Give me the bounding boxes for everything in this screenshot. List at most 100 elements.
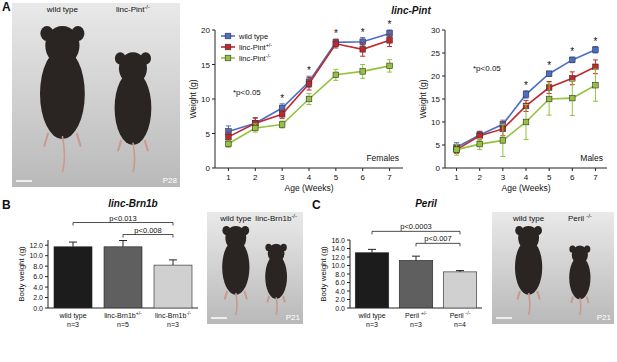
y-tick — [347, 299, 350, 300]
mouse-ear — [115, 52, 126, 64]
error-cap — [454, 144, 459, 145]
x-tick-label: linc-Brn1b-/- — [155, 310, 192, 319]
series-line — [228, 40, 389, 137]
x-tick-label: 6 — [360, 173, 365, 182]
mouse-tail — [579, 298, 582, 315]
mouse-ear — [534, 226, 542, 235]
chart-title: linc-Brn1b — [108, 198, 157, 209]
mouse-foot — [225, 291, 227, 299]
mouse-body — [265, 255, 287, 299]
error-cap — [69, 242, 77, 243]
error-cap — [333, 47, 338, 48]
mouse-ear — [584, 246, 590, 253]
x-tick-label: 2 — [477, 173, 482, 182]
y-tick-label: 6.0 — [33, 273, 43, 280]
error-cap — [280, 110, 285, 111]
panel-letter: B — [2, 198, 11, 212]
scale-bar — [16, 180, 32, 182]
error-bar — [173, 260, 174, 265]
p-value: p<0.0003 — [400, 222, 432, 231]
error-cap — [333, 39, 338, 40]
y-tick — [45, 245, 48, 246]
mouse-body — [569, 256, 590, 299]
photo: wild typePeril -/-P21 — [492, 212, 614, 324]
marker — [523, 92, 529, 98]
y-axis-label: Weight (g) — [188, 79, 198, 118]
superscript: -/- — [466, 310, 471, 316]
y-tick — [45, 297, 48, 298]
x-tick-label: 5 — [334, 173, 339, 182]
bar — [443, 272, 476, 308]
series-line — [457, 85, 596, 149]
error-cap — [387, 59, 392, 60]
y-tick — [347, 240, 350, 241]
photo-label: wild type — [512, 214, 545, 223]
y-tick — [347, 265, 350, 266]
y-tick — [45, 266, 48, 267]
marker — [546, 96, 552, 102]
group-size: n=4 — [454, 321, 466, 328]
mouse-ear — [265, 244, 271, 251]
superscript: +/- — [421, 310, 427, 316]
marker — [593, 82, 599, 88]
y-tick-label: 30 — [431, 26, 440, 35]
marker — [279, 105, 285, 111]
error-cap — [387, 46, 392, 47]
y-tick-label: 0.0 — [335, 305, 345, 312]
superscript: +/- — [266, 42, 273, 48]
annotation: *p<0.05 — [473, 64, 501, 73]
legend-label: linc-Pint-/- — [239, 53, 271, 63]
y-tick-label: 12.0 — [331, 254, 345, 261]
y-tick-label: 5 — [206, 130, 211, 139]
x-tick-label: 4 — [307, 173, 312, 182]
significance-star: * — [280, 93, 284, 104]
error-cap — [570, 71, 575, 72]
error-cap — [280, 118, 285, 119]
x-tick — [309, 168, 310, 171]
bar-chart: 0.02.04.06.08.010.012.0Body weight (g)wi… — [17, 198, 198, 328]
error-bar — [123, 241, 124, 247]
scale-bar — [496, 317, 512, 319]
x-tick-label: Peril -/- — [450, 310, 471, 319]
x-tick — [572, 168, 573, 171]
error-bar — [416, 256, 417, 260]
error-cap — [570, 80, 575, 81]
mouse-foot — [118, 140, 121, 151]
y-tick — [442, 145, 445, 146]
x-tick-label: 1 — [226, 173, 231, 182]
error-cap — [253, 117, 258, 118]
x-tick-label: 3 — [501, 173, 506, 182]
mouse-ear — [280, 244, 286, 251]
legend-label: wild type — [238, 32, 268, 41]
error-cap — [570, 115, 575, 116]
error-cap — [333, 69, 338, 70]
marker — [252, 125, 258, 131]
superscript: +/- — [136, 310, 142, 316]
x-axis-label: Age (Weeks) — [502, 183, 551, 193]
mouse-foot — [283, 296, 285, 303]
bar — [355, 253, 388, 308]
marker — [477, 132, 483, 138]
error-cap — [307, 104, 312, 105]
y-tick — [347, 248, 350, 249]
error-cap — [412, 256, 420, 257]
mouse-tail — [275, 297, 278, 315]
error-cap — [253, 132, 258, 133]
y-tick-label: 4.0 — [33, 284, 43, 291]
y-tick-label: 14.0 — [331, 245, 345, 252]
y-tick — [212, 30, 215, 31]
x-tick-label: 1 — [454, 173, 459, 182]
legend-marker — [225, 44, 231, 50]
y-tick — [347, 257, 350, 258]
x-tick-label: Peril +/- — [405, 310, 427, 319]
p-value: p<0.013 — [109, 214, 136, 223]
comparison-bracket — [416, 243, 460, 246]
y-tick-label: 8.0 — [33, 263, 43, 270]
mouse-body — [115, 71, 152, 145]
photo-label: linc-Brn1b-/- — [255, 213, 297, 223]
legend-label: linc-Pint+/- — [239, 42, 272, 52]
x-tick-label: 3 — [280, 173, 285, 182]
x-tick — [479, 168, 480, 171]
y-tick-label: 16.0 — [331, 237, 345, 244]
y-tick-label: 0 — [206, 164, 211, 173]
